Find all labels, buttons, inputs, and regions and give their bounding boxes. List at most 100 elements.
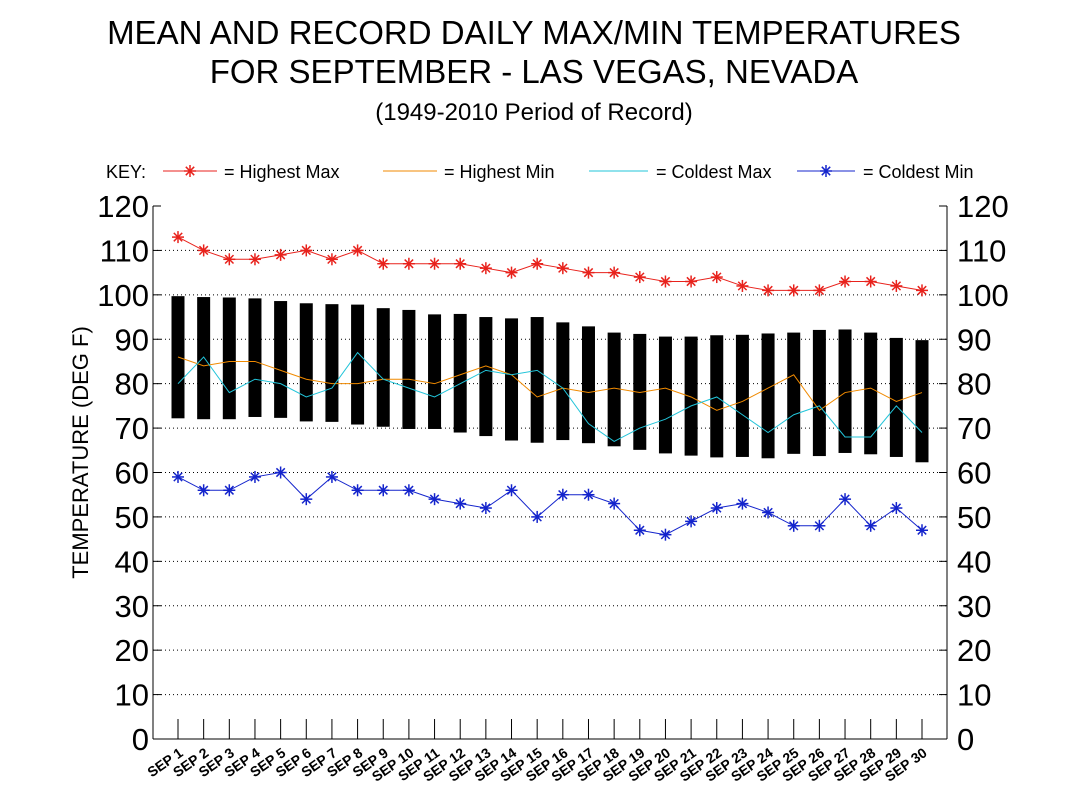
mean-range-bar xyxy=(581,326,595,444)
y-tick-label-left: 60 xyxy=(115,456,149,491)
y-tick-label-right: 120 xyxy=(957,189,1009,224)
y-tick-label-left: 20 xyxy=(115,633,149,668)
mean-range-bar xyxy=(402,309,416,429)
y-tick-label-right: 70 xyxy=(957,411,991,446)
highest-max-point xyxy=(300,244,313,257)
highest-max-point xyxy=(197,244,210,257)
legend-coldest-min-label: = Coldest Min xyxy=(863,162,974,182)
coldest-min-point xyxy=(916,524,928,537)
coldest-min-point xyxy=(736,497,749,510)
mean-range-bar xyxy=(812,329,826,457)
mean-range-bar xyxy=(479,317,493,437)
mean-range-bar xyxy=(428,314,442,429)
highest-max-point xyxy=(172,231,184,244)
y-tick-label-left: 120 xyxy=(97,189,149,224)
coldest-min-point xyxy=(505,484,518,497)
y-tick-label-right: 10 xyxy=(957,678,991,713)
highest-max-point xyxy=(556,262,569,275)
highest-max-point xyxy=(505,266,518,279)
highest-min-line xyxy=(177,356,923,412)
mean-range-bar xyxy=(299,303,313,422)
highest-max-point xyxy=(633,271,646,284)
coldest-min-point xyxy=(608,497,621,510)
highest-max-point xyxy=(454,257,467,270)
y-tick-label-right: 100 xyxy=(957,278,1009,313)
y-tick-label-right: 20 xyxy=(957,633,991,668)
y-tick-label-left: 80 xyxy=(115,367,149,402)
coldest-min-point xyxy=(377,484,390,497)
mean-range-bar xyxy=(351,304,365,425)
coldest-min-point xyxy=(839,493,852,506)
coldest-min-point xyxy=(479,502,492,515)
coldest-min-point xyxy=(890,502,903,515)
coldest-min-point xyxy=(633,524,646,537)
mean-range-bar xyxy=(735,334,749,457)
y-axis-title: TEMPERATURE (DEG F) xyxy=(68,326,93,579)
y-tick-label-left: 0 xyxy=(132,722,149,757)
highest-max-point xyxy=(479,262,492,275)
mean-range-bar xyxy=(864,332,878,455)
chart-title: MEAN AND RECORD DAILY MAX/MIN TEMPERATUR… xyxy=(107,14,961,51)
mean-range-bar xyxy=(197,297,211,420)
coldest-min-point xyxy=(223,484,236,497)
highest-max-point xyxy=(428,257,441,270)
coldest-min-point xyxy=(274,466,287,479)
mean-range-bar xyxy=(889,337,903,457)
coldest-min-point xyxy=(428,493,441,506)
mean-range-bar xyxy=(274,301,288,418)
mean-range-bar xyxy=(222,297,236,420)
highest-max-point xyxy=(377,257,390,270)
highest-max-point xyxy=(582,266,595,279)
y-tick-label-left: 40 xyxy=(115,544,149,579)
coldest-min-point xyxy=(402,484,415,497)
mean-range-bar xyxy=(325,304,339,422)
y-tick-label-left: 50 xyxy=(115,500,149,535)
coldest-min-point xyxy=(762,506,775,519)
mean-range-bar xyxy=(530,317,544,443)
coldest-min-point xyxy=(172,470,184,483)
mean-range-bar xyxy=(761,333,775,459)
highest-max-point xyxy=(223,253,236,266)
coldest-min-point xyxy=(454,497,467,510)
highest-max-point xyxy=(325,253,338,266)
mean-range-bar xyxy=(838,329,852,453)
coldest-min-point xyxy=(659,528,672,541)
y-tick-label-right: 110 xyxy=(957,233,1006,268)
highest-max-point xyxy=(762,284,775,297)
mean-range-bar xyxy=(453,313,467,433)
mean-range-bar xyxy=(556,322,570,441)
highest-max-point xyxy=(402,257,415,270)
highest-max-point xyxy=(736,279,749,292)
mean-range-bar xyxy=(658,336,672,454)
highest-max-point xyxy=(531,257,544,270)
y-tick-label-left: 100 xyxy=(97,278,149,313)
coldest-min-point xyxy=(325,470,338,483)
y-tick-label-right: 90 xyxy=(957,322,991,357)
mean-range-bar xyxy=(248,298,262,417)
highest-max-point xyxy=(710,271,723,284)
highest-max-point xyxy=(864,275,877,288)
highest-max-point xyxy=(248,253,261,266)
coldest-min-point xyxy=(300,493,313,506)
y-tick-label-right: 0 xyxy=(957,722,974,757)
mean-range-bar xyxy=(505,318,519,441)
legend-highest-min-label: = Highest Min xyxy=(444,162,555,182)
highest-max-point xyxy=(351,244,364,257)
highest-max-point xyxy=(813,284,826,297)
coldest-min-point xyxy=(582,488,595,501)
y-tick-label-right: 50 xyxy=(957,500,991,535)
mean-range-bar xyxy=(710,335,724,458)
mean-range-bar xyxy=(376,308,390,427)
y-tick-label-right: 60 xyxy=(957,456,991,491)
coldest-min-point xyxy=(351,484,364,497)
y-tick-label-left: 110 xyxy=(100,233,149,268)
chart-subtitle: (1949-2010 Period of Record) xyxy=(375,99,693,126)
highest-max-line xyxy=(177,236,923,291)
coldest-min-point xyxy=(197,484,210,497)
mean-range-bar xyxy=(787,332,801,454)
coldest-min-point xyxy=(248,470,261,483)
y-tick-label-right: 30 xyxy=(957,589,991,624)
coldest-min-point xyxy=(531,510,544,523)
highest-max-point xyxy=(608,266,621,279)
